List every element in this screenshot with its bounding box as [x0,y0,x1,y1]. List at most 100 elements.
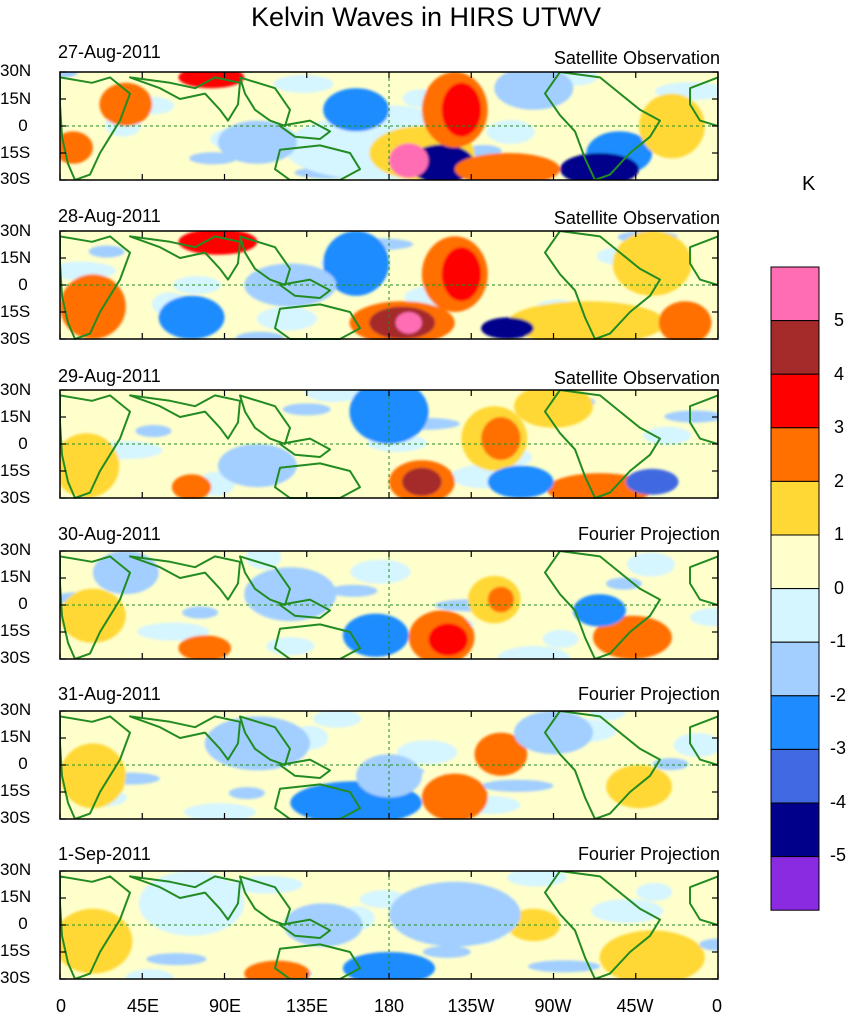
lat-label: 30N [0,700,32,719]
anomaly-contour [643,426,692,445]
anomaly-contour [146,953,207,966]
anomaly-contour [323,88,389,132]
coastline [60,394,131,499]
coastlines [60,72,718,180]
anomaly-contour [487,465,554,498]
lat-label: 30S [0,169,31,188]
anomaly-contour [60,743,126,809]
lon-label: 0 [711,996,723,1016]
coastline [279,918,331,939]
anomaly-contour [273,74,334,93]
anomaly-contour [606,765,672,809]
coastline [274,144,361,180]
anomaly-contour [421,773,488,819]
anomaly-contour [428,623,468,656]
coastline [129,235,241,281]
map-panel-6 [59,870,719,980]
coastline [689,76,718,127]
lon-label: 135E [285,996,329,1016]
coastline [689,555,718,606]
colorbar-swatch [770,695,820,750]
colorbar-label: -5 [830,845,847,865]
map-panel-4 [59,550,719,660]
coastlines [60,711,718,819]
coastline [239,394,291,445]
coastline [129,555,241,601]
anomaly-contour [546,473,653,499]
coastline [279,437,331,458]
coastline [544,711,661,819]
anomaly-contour [528,960,601,973]
anomaly-contour [514,390,593,428]
anomaly-contour [228,787,265,800]
coastline [274,462,361,499]
coastline [279,278,331,299]
anomaly-contour [481,779,554,792]
anomaly-contour [636,882,673,901]
panel-3-source: Satellite Observation [553,368,720,388]
colorbar-label: 5 [834,310,845,330]
coastline [129,76,241,122]
anomaly-contour [60,131,93,164]
colorbar-label: 1 [834,524,845,544]
lat-label: 15N [0,567,32,586]
anomaly-contour [481,317,534,340]
lat-label: 30S [0,329,31,348]
anomaly-contour [183,803,256,819]
anomaly-contour [441,82,482,137]
lat-label: 15S [0,461,31,480]
anomaly-contour [329,584,378,597]
lat-label: 0 [18,434,28,453]
lat-label: 30N [0,540,32,559]
anomaly-contour [441,247,482,302]
anomaly-contour [303,390,364,403]
colorbar-swatch [770,373,820,429]
anomaly-contour [182,606,219,619]
anomaly-contour [699,938,718,951]
map-panel-3 [59,389,719,499]
anomaly-contour [313,711,362,728]
lat-label: 0 [18,594,28,613]
coastline [689,875,718,926]
colorbar-label: -3 [830,738,847,758]
lon-label: 45W [616,996,654,1016]
anomaly-contour [652,758,689,771]
map-panel-2 [59,230,719,340]
anomaly-contour [172,276,221,295]
anomaly-contour [245,551,282,570]
lat-label: 30N [0,61,32,80]
map-panel-1 [59,71,719,181]
panel-4-date: 30-Aug-2011 [58,524,161,544]
anomaly-contour [282,403,331,416]
lat-label: 15S [0,302,31,321]
coastline [239,715,291,766]
anomaly-contour [599,930,705,979]
coastline [239,875,291,926]
coastline [274,623,361,659]
anomaly-contour [60,588,126,643]
lat-label: 15S [0,941,31,960]
colorbar-label: -1 [830,631,847,651]
lon-label: 90E [208,996,242,1016]
coastlines [60,871,718,979]
lat-label: 15N [0,727,32,746]
map-panel-5 [59,710,719,820]
anomaly-contour [626,552,675,577]
colorbar-swatch [770,266,820,322]
lon-label: 45E [126,996,160,1016]
colorbar-swatch [770,856,820,911]
coastline [239,76,291,127]
anomaly-contour [454,153,561,180]
colorbar-swatch [770,802,820,858]
coastline [274,783,361,819]
coastline [239,555,291,606]
anomaly-contour [323,231,389,296]
lat-label: 15N [0,248,32,267]
lon-label: 180 [373,996,405,1016]
panel-6-source: Fourier Projection [577,844,720,864]
coastline [279,598,331,619]
anomaly-contour [573,594,626,627]
anomaly-contour [244,960,311,979]
colorbar-unit: K [802,173,816,195]
anomaly-contour [257,306,318,331]
